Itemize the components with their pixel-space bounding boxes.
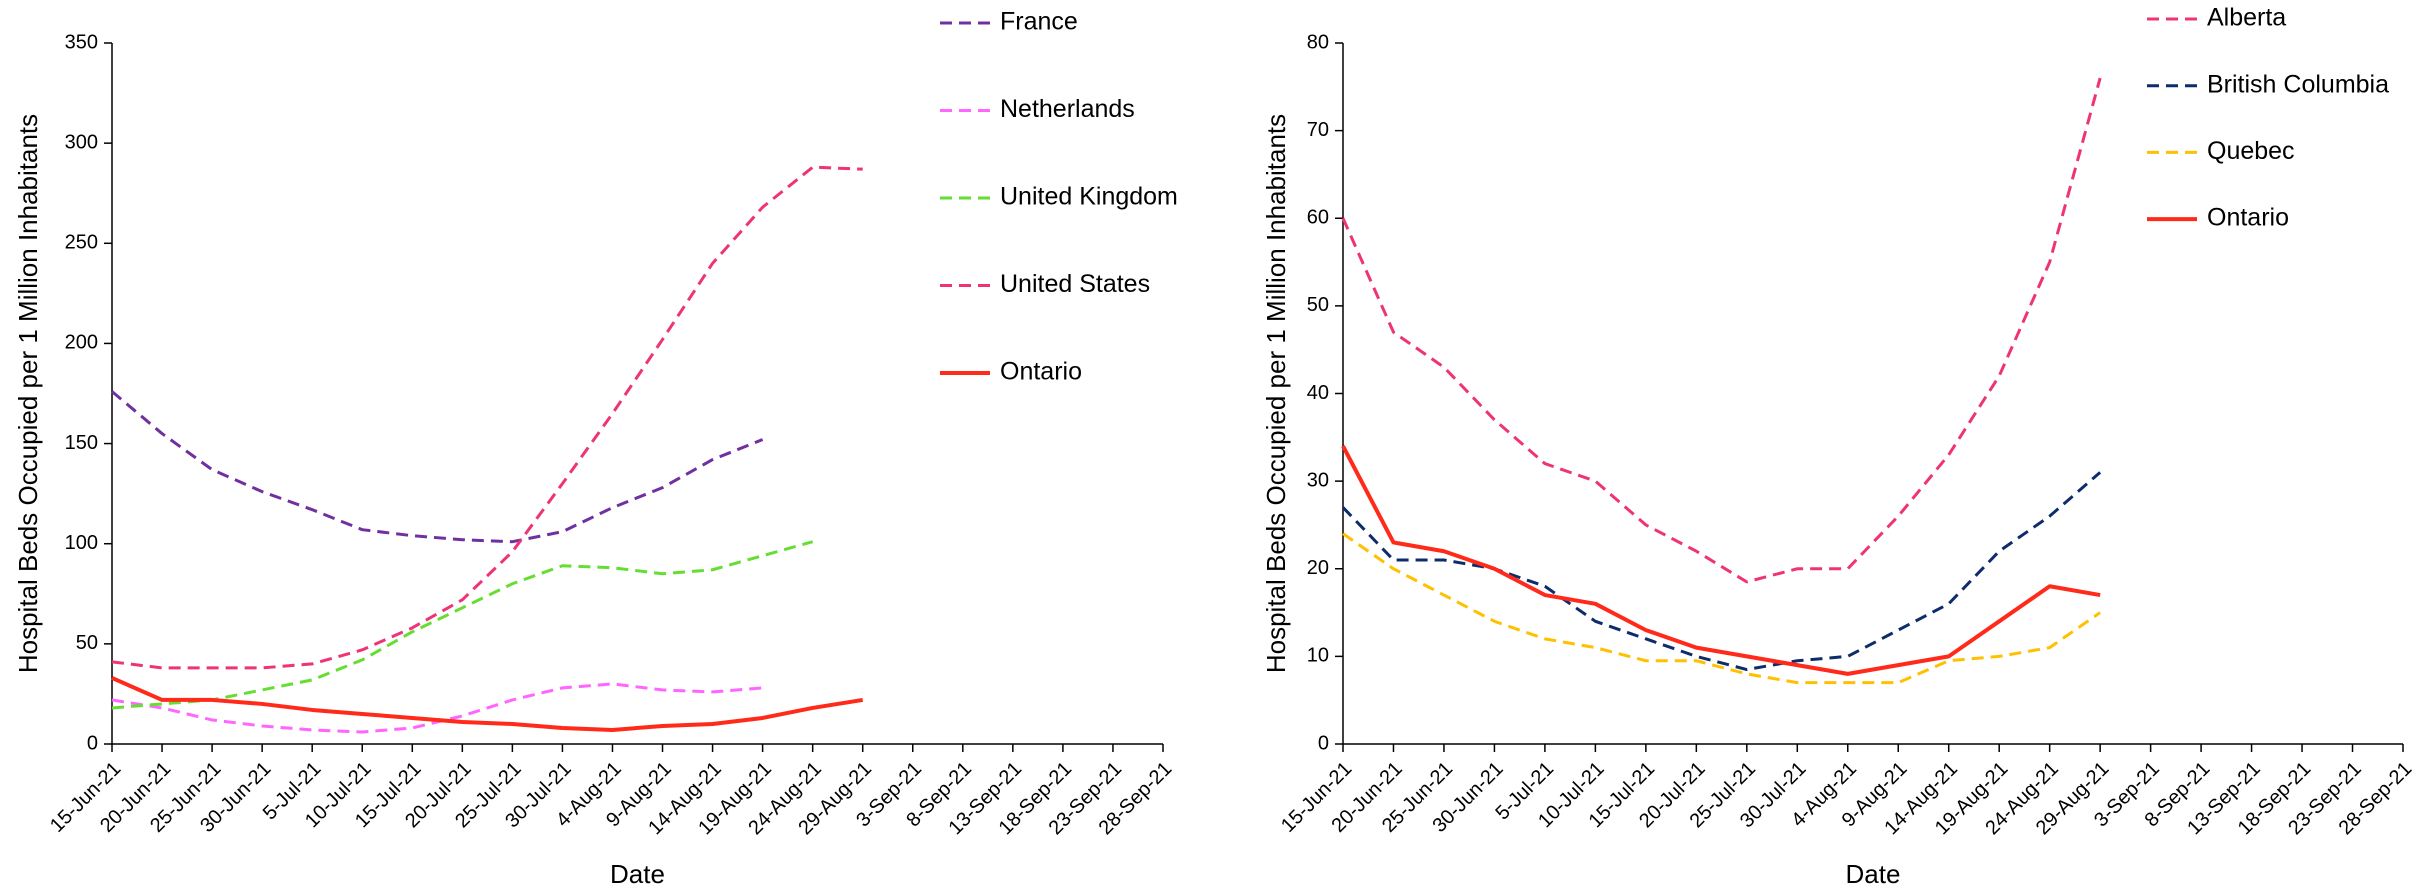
series-line — [1341, 445, 2101, 676]
legend-label: Quebec — [2207, 137, 2295, 165]
series-line — [1342, 532, 2101, 685]
series-line — [1341, 471, 2102, 672]
legend-label: Netherlands — [1000, 95, 1135, 123]
y-axis-title: Hospital Beds Occupied per 1 Million Inh… — [13, 114, 43, 673]
series-line — [111, 540, 814, 710]
y-tick-label: 100 — [65, 532, 98, 554]
legend-label: Ontario — [1000, 358, 1082, 386]
legend-label: France — [1000, 8, 1078, 36]
y-tick-label: 0 — [1318, 732, 1329, 754]
legend-label: United States — [1000, 270, 1150, 298]
y-tick-label: 50 — [1307, 294, 1329, 316]
y-tick-label: 150 — [65, 432, 98, 454]
series-line — [111, 165, 863, 670]
legend-label: Ontario — [2207, 204, 2289, 232]
y-axis-title: Hospital Beds Occupied per 1 Million Inh… — [1261, 114, 1291, 673]
y-tick-label: 20 — [1307, 557, 1329, 579]
x-axis-title: Date — [1846, 859, 1901, 889]
y-tick-label: 200 — [65, 332, 98, 354]
series-line — [111, 676, 864, 732]
y-tick-label: 50 — [76, 632, 98, 654]
x-axis-title: Date — [610, 859, 665, 889]
y-tick-label: 10 — [1307, 645, 1329, 667]
y-tick-label: 350 — [65, 31, 98, 53]
legend-label: British Columbia — [2207, 70, 2389, 98]
y-tick-label: 70 — [1307, 119, 1329, 141]
legend-label: Alberta — [2207, 4, 2286, 32]
series-line — [111, 390, 764, 544]
y-tick-label: 80 — [1307, 31, 1329, 53]
y-tick-label: 40 — [1307, 382, 1329, 404]
y-tick-label: 30 — [1307, 469, 1329, 491]
y-tick-label: 0 — [87, 732, 98, 754]
legend-label: United Kingdom — [1000, 183, 1178, 211]
y-tick-label: 300 — [65, 131, 98, 153]
y-tick-label: 60 — [1307, 207, 1329, 229]
y-tick-label: 250 — [65, 232, 98, 254]
series-line — [1341, 77, 2102, 584]
